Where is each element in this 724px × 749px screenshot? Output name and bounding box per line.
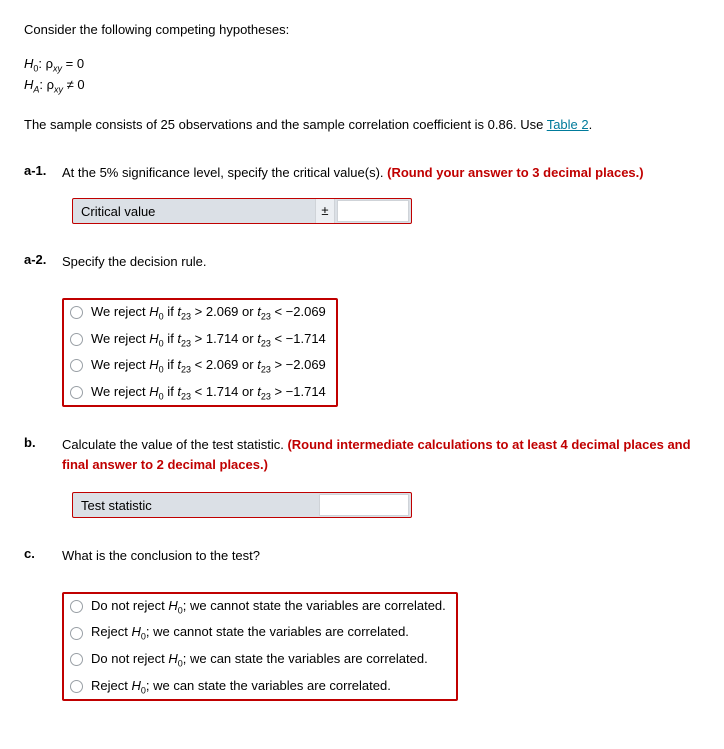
radio-icon: [70, 306, 83, 319]
conclusion-option-4-text: Reject H0; we can state the variables ar…: [91, 678, 391, 696]
conclusion-block: Do not reject H0; we cannot state the va…: [62, 582, 700, 701]
decision-option-4[interactable]: We reject H0 if t23 < 1.714 or t23 > −1.…: [64, 380, 336, 406]
part-c: c. What is the conclusion to the test?: [24, 546, 700, 566]
radio-icon: [70, 386, 83, 399]
intro-text: Consider the following competing hypothe…: [24, 20, 700, 40]
h0-line: H0: ρxy = 0: [24, 54, 700, 76]
part-a2-num: a-2.: [24, 252, 62, 272]
decision-option-1[interactable]: We reject H0 if t23 > 2.069 or t23 < −2.…: [64, 300, 336, 327]
test-statistic-row: Test statistic: [72, 492, 412, 518]
radio-icon: [70, 359, 83, 372]
conclusion-option-3[interactable]: Do not reject H0; we can state the varia…: [64, 647, 456, 674]
conclusion-option-3-text: Do not reject H0; we can state the varia…: [91, 651, 428, 669]
decision-option-2-text: We reject H0 if t23 > 1.714 or t23 < −1.…: [91, 331, 326, 349]
part-c-num: c.: [24, 546, 62, 566]
test-statistic-label: Test statistic: [73, 498, 317, 513]
decision-option-4-text: We reject H0 if t23 < 1.714 or t23 > −1.…: [91, 384, 326, 402]
radio-icon: [70, 680, 83, 693]
critical-value-row: Critical value ±: [72, 198, 412, 224]
decision-rule-options: We reject H0 if t23 > 2.069 or t23 < −2.…: [62, 298, 338, 407]
conclusion-option-2-text: Reject H0; we cannot state the variables…: [91, 624, 409, 642]
conclusion-option-1-text: Do not reject H0; we cannot state the va…: [91, 598, 446, 616]
part-c-text: What is the conclusion to the test?: [62, 548, 260, 563]
part-a2-text: Specify the decision rule.: [62, 254, 207, 269]
critical-value-label: Critical value: [73, 204, 315, 219]
part-a2: a-2. Specify the decision rule.: [24, 252, 700, 272]
decision-option-1-text: We reject H0 if t23 > 2.069 or t23 < −2.…: [91, 304, 326, 322]
part-b-num: b.: [24, 435, 62, 474]
conclusion-option-4[interactable]: Reject H0; we can state the variables ar…: [64, 674, 456, 700]
part-a1-num: a-1.: [24, 163, 62, 183]
decision-rule-block: We reject H0 if t23 > 2.069 or t23 < −2.…: [62, 288, 700, 407]
conclusion-options: Do not reject H0; we cannot state the va…: [62, 592, 458, 701]
ha-line: HA: ρxy ≠ 0: [24, 75, 700, 97]
conclusion-option-2[interactable]: Reject H0; we cannot state the variables…: [64, 620, 456, 647]
radio-icon: [70, 653, 83, 666]
part-b: b. Calculate the value of the test stati…: [24, 435, 700, 474]
decision-option-2[interactable]: We reject H0 if t23 > 1.714 or t23 < −1.…: [64, 327, 336, 354]
part-b-text: Calculate the value of the test statisti…: [62, 437, 691, 472]
table-link[interactable]: Table 2: [547, 117, 589, 132]
part-a1: a-1. At the 5% significance level, speci…: [24, 163, 700, 183]
test-statistic-input[interactable]: [319, 494, 409, 516]
radio-icon: [70, 333, 83, 346]
decision-option-3-text: We reject H0 if t23 < 2.069 or t23 > −2.…: [91, 357, 326, 375]
decision-option-3[interactable]: We reject H0 if t23 < 2.069 or t23 > −2.…: [64, 353, 336, 380]
radio-icon: [70, 600, 83, 613]
conclusion-option-1[interactable]: Do not reject H0; we cannot state the va…: [64, 594, 456, 621]
critical-value-input[interactable]: [337, 200, 409, 222]
hypotheses: H0: ρxy = 0 HA: ρxy ≠ 0: [24, 54, 700, 98]
part-a1-text: At the 5% significance level, specify th…: [62, 165, 644, 180]
context-text: The sample consists of 25 observations a…: [24, 115, 700, 135]
plus-minus: ±: [315, 199, 335, 223]
